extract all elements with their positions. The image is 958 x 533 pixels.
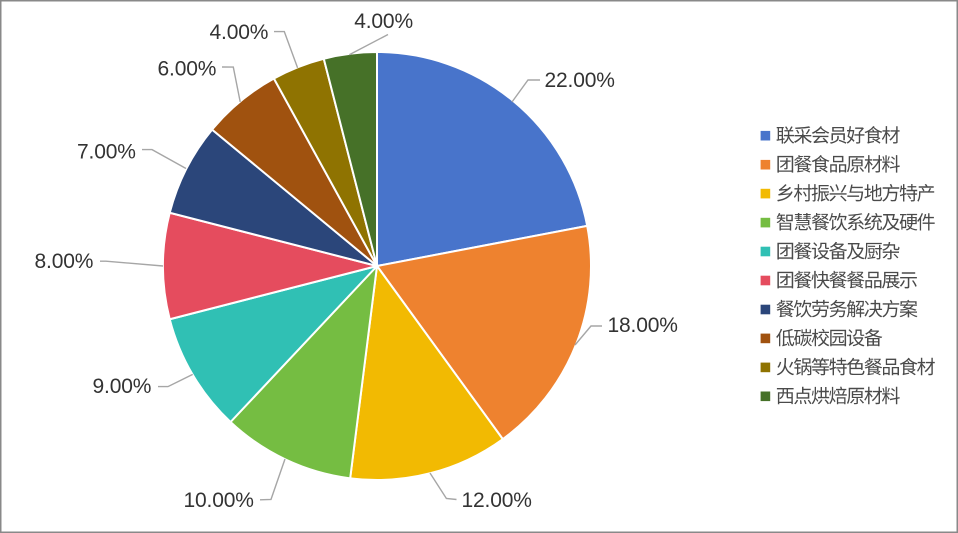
svg-text:22.00%: 22.00% <box>545 69 615 92</box>
svg-text:7.00%: 7.00% <box>77 141 136 164</box>
svg-text:6.00%: 6.00% <box>158 58 217 81</box>
svg-text:12.00%: 12.00% <box>462 489 532 512</box>
svg-text:18.00%: 18.00% <box>608 314 678 337</box>
svg-text:8.00%: 8.00% <box>35 250 94 273</box>
svg-text:9.00%: 9.00% <box>93 375 152 398</box>
svg-text:10.00%: 10.00% <box>184 489 254 512</box>
svg-text:4.00%: 4.00% <box>354 10 413 33</box>
svg-text:4.00%: 4.00% <box>210 21 269 44</box>
